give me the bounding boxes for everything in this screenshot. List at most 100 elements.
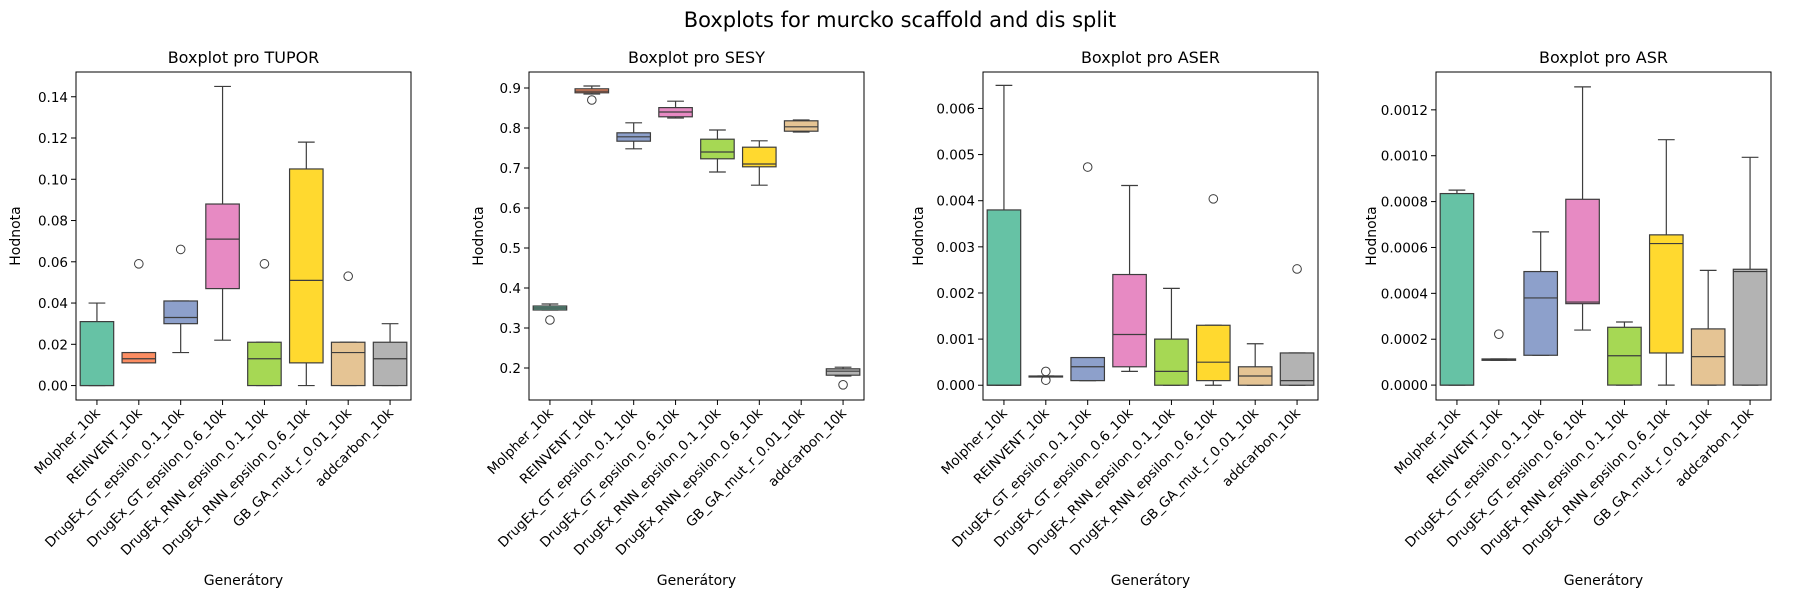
box-body	[247, 341, 282, 387]
panel-title: Boxplot pro TUPOR	[168, 48, 320, 67]
y-tick-label: 0.14	[38, 90, 68, 106]
outlier-point	[259, 259, 270, 269]
box-body	[79, 321, 115, 387]
box-1	[986, 84, 1022, 386]
box-2	[1028, 366, 1064, 385]
box-4	[658, 100, 693, 119]
box-8	[372, 323, 408, 387]
box-1	[79, 302, 115, 387]
box-body	[1439, 192, 1475, 386]
panel-title: Boxplot pro ASR	[1539, 48, 1668, 67]
box-body	[288, 168, 324, 364]
box-body	[1732, 268, 1768, 386]
y-tick-label: 0.005	[936, 148, 975, 164]
box-body	[825, 368, 861, 376]
y-tick-label: 0.8	[500, 121, 521, 137]
box-5	[1154, 287, 1189, 386]
y-tick-label: 0.00	[38, 379, 68, 395]
box-body	[783, 120, 819, 132]
y-axis-label: Hodnota	[471, 206, 487, 266]
box-2	[574, 85, 610, 105]
box-body	[700, 138, 735, 160]
box-body	[1565, 198, 1600, 305]
box-7	[783, 119, 819, 133]
y-tick-label: 0.06	[38, 255, 68, 271]
y-tick-label: 0.3	[500, 321, 521, 337]
box-4	[1565, 86, 1600, 331]
outlier-point	[1494, 329, 1504, 339]
box-8	[1732, 156, 1768, 386]
box-body	[1112, 273, 1147, 368]
box-1	[1439, 189, 1475, 386]
y-tick-label: 0.0002	[1381, 332, 1428, 348]
box-body	[1154, 338, 1189, 386]
y-tick-label: 0.9	[500, 81, 521, 97]
box-body	[1279, 352, 1315, 386]
box-7	[1237, 343, 1273, 386]
box-6	[741, 140, 777, 186]
box-body	[121, 351, 157, 364]
box-5	[1607, 321, 1642, 386]
y-tick-label: 0.04	[38, 296, 68, 312]
box-7	[330, 271, 366, 387]
y-tick-label: 0.006	[936, 101, 975, 117]
x-axis-label: Generátory	[657, 573, 736, 589]
outlier-point	[175, 244, 186, 255]
x-axis-label: Generátory	[204, 573, 283, 589]
axes-frame	[528, 71, 865, 401]
y-tick-label: 0.4	[500, 281, 521, 297]
box-6	[1648, 139, 1684, 386]
box-4	[205, 85, 240, 341]
box-body	[372, 341, 408, 387]
box-body	[986, 209, 1022, 386]
box-3	[163, 244, 199, 354]
y-tick-label: 0.0008	[1381, 195, 1428, 211]
y-tick-label: 0.6	[500, 201, 521, 217]
y-tick-label: 0.0006	[1381, 240, 1428, 256]
x-tick-label: REINVENT_10k	[517, 405, 599, 487]
y-tick-label: 0.004	[936, 194, 975, 210]
outlier-point	[1082, 162, 1093, 172]
outlier-point	[1292, 264, 1302, 274]
box-body	[1648, 234, 1684, 354]
outlier-point	[838, 380, 848, 390]
box-7	[1690, 269, 1726, 386]
box-body	[1523, 270, 1559, 356]
box-5	[700, 129, 735, 173]
x-tick-label: addcarbon_10k	[765, 405, 850, 490]
box-2	[121, 259, 157, 364]
y-tick-label: 0.02	[38, 337, 68, 353]
y-tick-label: 0.003	[936, 240, 975, 256]
outlier-point	[1208, 194, 1219, 204]
box-body	[163, 300, 199, 325]
y-axis-label: Hodnota	[1364, 206, 1380, 266]
y-tick-label: 0.12	[38, 131, 68, 147]
y-axis-label: Hodnota	[911, 206, 927, 266]
y-tick-label: 0.0010	[1381, 149, 1428, 165]
panel-title: Boxplot pro SESY	[628, 48, 765, 67]
box-3	[1070, 162, 1106, 382]
axes-frame	[75, 71, 412, 401]
box-8	[1279, 264, 1315, 386]
box-body	[205, 203, 240, 290]
y-tick-label: 0.0000	[1381, 378, 1428, 394]
outlier-point	[1041, 375, 1051, 385]
y-tick-label: 0.2	[500, 361, 521, 377]
axes-frame	[982, 71, 1319, 401]
outlier-point	[1041, 366, 1051, 377]
box-6	[1195, 194, 1231, 386]
figure-title: Boxplots for murcko scaffold and dis spl…	[684, 8, 1117, 32]
box-body	[330, 341, 366, 387]
y-tick-label: 0.002	[936, 286, 975, 302]
x-tick-label: addcarbon_10k	[312, 405, 397, 490]
chart-panel-4: Boxplot pro ASR 0.0000 0.0002 0.0004 0.0006 0…	[1364, 48, 1772, 589]
x-axis-label: Generátory	[1111, 573, 1190, 589]
y-tick-label: 0.5	[500, 241, 521, 257]
y-tick-label: 0.10	[38, 172, 68, 188]
x-tick-label: REINVENT_10k	[1424, 405, 1506, 487]
axes-frame	[1435, 71, 1772, 401]
chart-panel-2: Boxplot pro SESY 0.2 0.3 0.4 0.5 0.6 0.7 0.8 0.9…	[471, 48, 865, 589]
chart-panel-3: Boxplot pro ASER 0.000 0.001 0.002 0.003 0.00…	[911, 48, 1319, 589]
